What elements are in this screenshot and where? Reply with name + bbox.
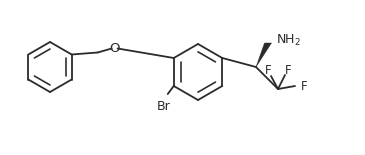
Text: Br: Br [157, 100, 170, 113]
Text: O: O [110, 42, 120, 55]
Polygon shape [256, 43, 272, 67]
Text: F: F [285, 64, 291, 77]
Text: F: F [301, 80, 308, 93]
Text: F: F [265, 64, 271, 78]
Text: NH$_2$: NH$_2$ [276, 32, 301, 48]
